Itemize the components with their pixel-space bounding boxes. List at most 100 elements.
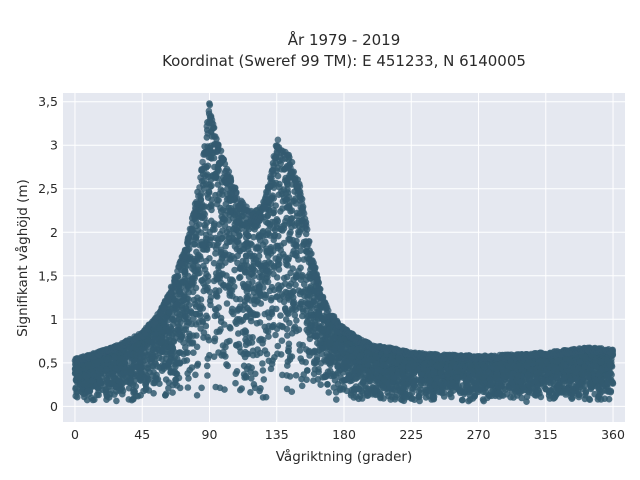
data-point xyxy=(144,343,151,351)
data-point xyxy=(210,241,217,249)
data-point xyxy=(236,303,244,310)
data-point xyxy=(560,361,567,369)
data-point xyxy=(127,380,134,387)
data-point xyxy=(169,381,177,389)
data-point xyxy=(380,384,387,391)
data-point xyxy=(72,385,79,393)
data-point xyxy=(194,294,201,302)
data-point xyxy=(415,388,423,395)
data-point xyxy=(356,353,364,360)
data-point xyxy=(102,366,110,373)
data-point xyxy=(278,190,286,198)
data-point xyxy=(248,241,255,248)
data-point xyxy=(216,328,223,335)
data-point xyxy=(452,364,460,371)
data-point xyxy=(240,362,248,370)
data-point xyxy=(317,324,324,332)
data-point xyxy=(510,394,517,401)
data-point xyxy=(193,392,201,399)
data-point xyxy=(213,293,221,300)
data-point xyxy=(250,233,257,241)
data-point xyxy=(175,323,182,330)
data-point xyxy=(230,255,238,262)
data-point xyxy=(284,362,291,369)
data-point xyxy=(311,332,319,340)
data-point xyxy=(317,381,325,389)
data-point xyxy=(417,379,425,387)
data-point xyxy=(277,208,284,215)
data-point xyxy=(293,242,300,249)
data-point xyxy=(256,247,264,254)
data-point xyxy=(159,362,166,369)
data-point xyxy=(539,376,547,384)
data-point xyxy=(176,360,184,367)
data-point xyxy=(154,363,161,370)
data-point xyxy=(232,318,239,326)
data-point xyxy=(156,380,163,388)
data-point xyxy=(274,350,281,358)
data-point xyxy=(365,377,373,385)
data-point xyxy=(218,246,225,254)
data-point xyxy=(241,282,248,289)
data-point xyxy=(290,287,297,295)
data-point xyxy=(523,398,530,406)
data-point xyxy=(259,367,267,374)
data-point xyxy=(322,373,330,381)
data-point xyxy=(537,357,544,365)
data-point xyxy=(235,340,243,348)
data-point xyxy=(292,372,300,379)
data-point xyxy=(123,352,131,359)
data-point xyxy=(293,327,300,335)
data-point xyxy=(212,383,219,391)
data-point xyxy=(480,363,488,371)
data-point xyxy=(197,229,205,236)
data-point xyxy=(473,384,480,392)
data-point xyxy=(254,296,261,304)
data-point xyxy=(242,372,249,380)
data-point xyxy=(518,394,525,402)
chart-title-line2: Koordinat (Sweref 99 TM): E 451233, N 61… xyxy=(162,52,526,70)
data-point xyxy=(469,395,477,402)
data-point xyxy=(215,166,222,174)
data-point xyxy=(287,219,294,226)
data-point xyxy=(352,375,360,383)
data-point xyxy=(499,372,507,379)
data-point xyxy=(110,359,117,367)
data-point xyxy=(284,332,291,339)
data-point xyxy=(312,321,319,329)
data-point xyxy=(303,376,310,384)
data-point xyxy=(298,358,306,365)
data-point xyxy=(221,386,228,393)
data-point xyxy=(242,336,249,344)
data-point xyxy=(199,317,206,325)
data-point xyxy=(274,293,281,300)
data-point xyxy=(270,286,278,294)
data-point xyxy=(132,383,140,390)
data-point xyxy=(229,277,237,285)
data-point xyxy=(190,255,198,263)
data-point xyxy=(298,273,306,280)
data-point xyxy=(391,396,399,403)
data-point xyxy=(568,386,576,393)
data-point xyxy=(142,380,150,388)
chart-title-line1: År 1979 - 2019 xyxy=(288,30,401,49)
data-point xyxy=(260,284,267,291)
data-point xyxy=(576,358,584,366)
data-point xyxy=(210,154,218,162)
data-point xyxy=(84,360,92,368)
data-point xyxy=(331,345,338,352)
data-point xyxy=(338,377,346,385)
data-point xyxy=(306,335,314,343)
data-point xyxy=(317,360,325,367)
data-point xyxy=(299,312,306,320)
data-point xyxy=(242,234,250,241)
data-point xyxy=(214,174,221,182)
data-point xyxy=(566,357,574,364)
data-point xyxy=(159,347,166,355)
data-point xyxy=(140,387,147,395)
data-point xyxy=(204,333,211,341)
data-point xyxy=(205,181,213,188)
data-point xyxy=(88,394,95,402)
data-point xyxy=(248,375,255,382)
data-point xyxy=(204,194,212,201)
